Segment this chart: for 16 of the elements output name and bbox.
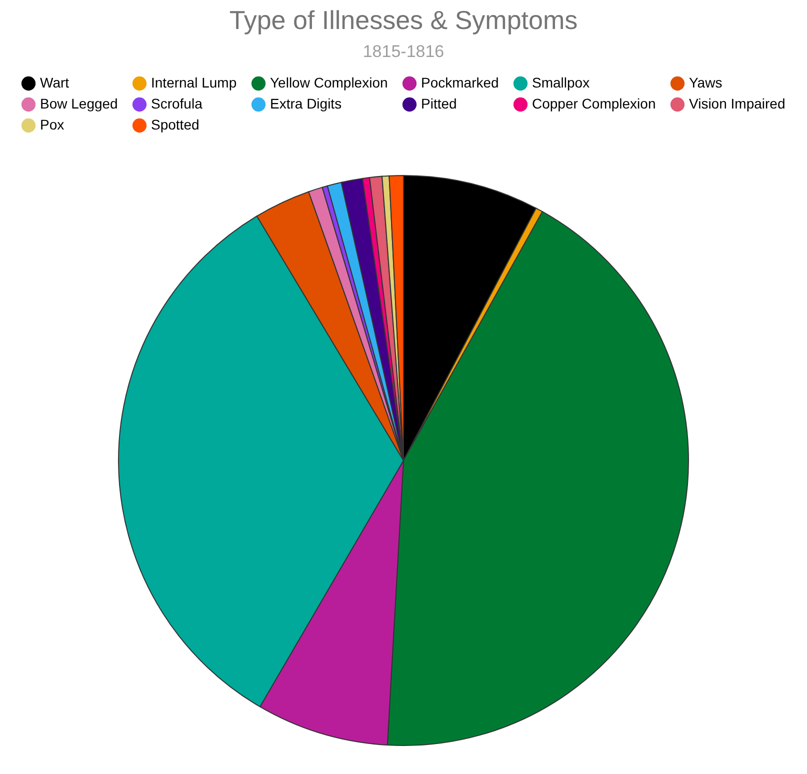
- legend-label: Scrofula: [151, 96, 203, 112]
- legend-label: Vision Impaired: [689, 96, 786, 112]
- legend-label: Internal Lump: [151, 74, 237, 90]
- legend-label: Wart: [40, 74, 70, 90]
- chart-subtitle: 1815-1816: [362, 42, 444, 61]
- legend-label: Smallpox: [532, 74, 590, 90]
- legend-label: Yaws: [689, 74, 722, 90]
- chart-title: Type of Illnesses & Symptoms: [229, 5, 578, 35]
- legend-label: Bow Legged: [40, 96, 118, 112]
- legend-label: Pockmarked: [421, 74, 499, 90]
- legend-label: Pitted: [421, 96, 457, 112]
- legend-label: Pox: [40, 116, 64, 132]
- legend-label: Extra Digits: [270, 96, 342, 112]
- legend-label: Yellow Complexion: [270, 74, 388, 90]
- legend-label: Spotted: [151, 116, 200, 132]
- legend-label: Copper Complexion: [532, 96, 656, 112]
